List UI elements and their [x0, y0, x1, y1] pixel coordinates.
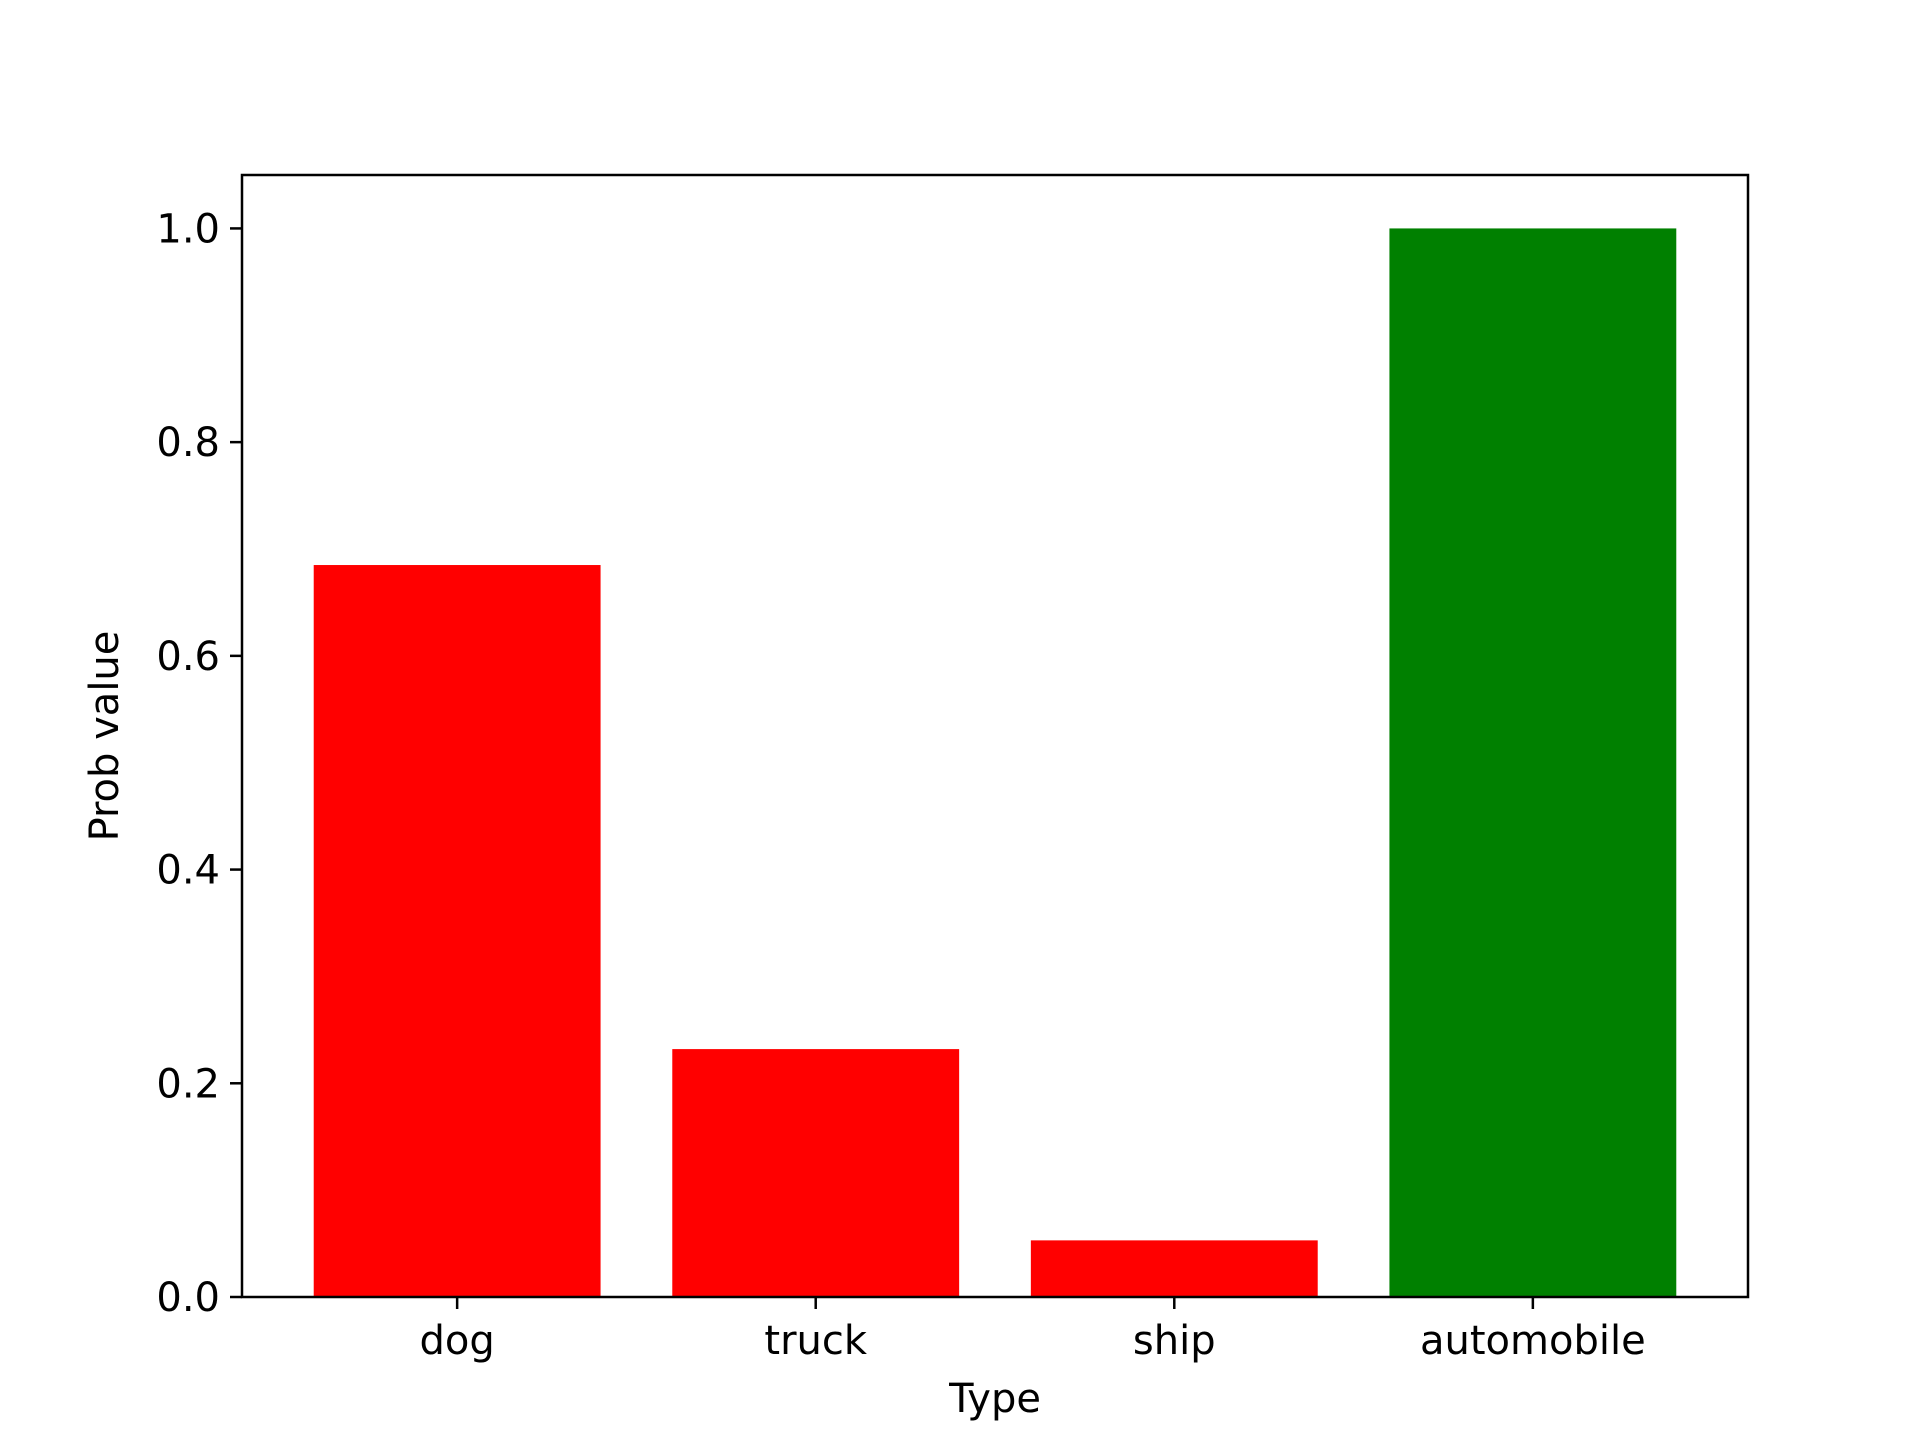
bar-dog	[313, 565, 601, 1297]
bar-automobile	[1389, 228, 1677, 1297]
x-tick-label: truck	[764, 1318, 867, 1364]
bars-group	[313, 228, 1677, 1297]
x-tick-label: dog	[420, 1318, 495, 1364]
y-tick-label: 0.6	[156, 634, 220, 680]
y-axis: 0.0 0.2 0.4 0.6 0.8 1.0	[156, 206, 242, 1321]
y-tick-label: 1.0	[156, 206, 220, 252]
y-tick-label: 0.8	[156, 420, 220, 466]
y-tick-label: 0.2	[156, 1061, 220, 1107]
x-tick-label: automobile	[1420, 1318, 1646, 1364]
plot-frame	[240, 173, 1750, 1299]
bar-ship	[1030, 1240, 1318, 1297]
x-axis-label: Type	[948, 1376, 1041, 1422]
x-axis: dog truck ship automobile	[420, 1297, 1646, 1364]
x-tick-label: ship	[1133, 1318, 1216, 1364]
y-axis-label: Prob value	[82, 631, 128, 842]
y-tick-label: 0.0	[156, 1275, 220, 1321]
bar-truck	[672, 1049, 960, 1297]
y-tick-label: 0.4	[156, 848, 220, 894]
